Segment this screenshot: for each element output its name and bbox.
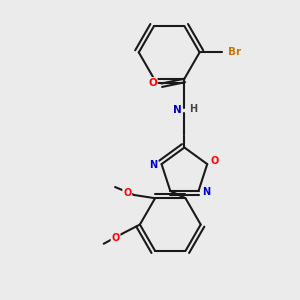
Text: O: O [123, 188, 131, 198]
Text: N: N [149, 160, 158, 170]
Text: O: O [210, 156, 218, 166]
Text: N: N [202, 187, 211, 197]
Text: Br: Br [228, 47, 241, 57]
Text: O: O [148, 78, 157, 88]
Text: H: H [189, 104, 197, 114]
Text: N: N [173, 105, 182, 115]
Text: O: O [111, 233, 120, 243]
